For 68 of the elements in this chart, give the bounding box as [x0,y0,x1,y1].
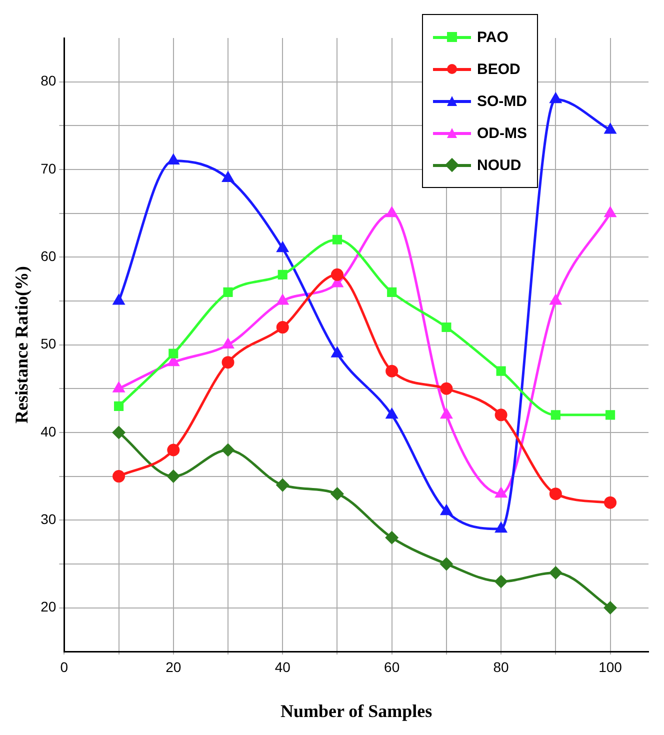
y-tick-label: 20 [40,598,56,615]
point [440,382,453,395]
point [277,294,288,305]
point [386,531,398,544]
point [113,382,124,392]
point [167,470,180,483]
legend-label: PAO [477,28,508,46]
point [495,488,507,498]
point [386,207,398,218]
point [440,558,453,570]
point [604,124,616,134]
point [495,522,507,533]
point [440,505,452,516]
point [550,294,562,305]
point [494,575,508,588]
point [496,366,506,376]
point [442,322,452,332]
point [222,356,234,369]
point [112,426,126,439]
point [549,566,562,579]
point [386,408,398,419]
point [605,410,616,420]
x-tick-label: 20 [166,658,182,675]
point [440,408,452,419]
y-tick-label: 50 [40,336,56,352]
y-tick-label: 70 [40,160,56,176]
x-tick-label: 40 [274,658,291,675]
point [604,602,617,614]
y-tick-label: 30 [40,510,56,527]
legend-label: OD-MS [477,124,527,142]
legend-label: NOUD [477,156,522,174]
point [113,294,124,305]
point [604,496,617,509]
point [223,287,233,297]
y-tick-label: 80 [40,72,56,89]
legend-label: BEOD [477,60,520,78]
y-tick-label: 40 [40,423,56,440]
x-tick-label: 60 [384,658,400,675]
y-axis-title: Resistance Ratio(%) [11,266,32,424]
point [276,478,289,492]
point [222,172,234,182]
x-tick-label: 0 [60,658,68,675]
point [168,348,178,358]
point [332,347,343,358]
point [550,93,562,104]
legend-label: SO-MD [477,92,527,110]
point [114,401,124,411]
x-tick-label: 100 [598,658,622,675]
point [278,270,288,280]
point [550,410,560,420]
x-axis-title: Number of Samples [280,700,432,721]
point [386,364,398,378]
point [277,242,288,252]
point [387,287,397,297]
y-tick-label: 60 [40,248,56,264]
point [222,444,234,456]
point [332,234,342,244]
point [330,268,344,281]
point [222,338,234,349]
point [549,488,562,500]
point [330,488,344,500]
point [112,470,126,483]
point [604,207,616,218]
point [494,408,508,422]
point [167,444,180,456]
point [276,321,289,334]
x-tick-label: 80 [493,658,510,675]
point [168,154,179,164]
